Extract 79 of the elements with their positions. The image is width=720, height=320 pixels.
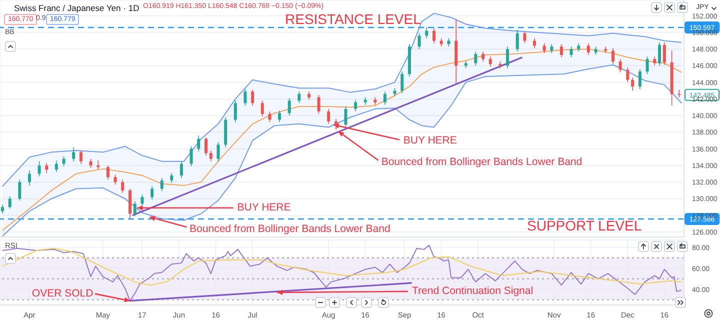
candlestick <box>128 188 132 220</box>
candlestick <box>62 156 66 167</box>
candlestick <box>72 146 76 162</box>
chart-title: Swiss Franc / Japanese Yen · 1D <box>14 3 140 13</box>
candlestick <box>96 160 100 170</box>
candlestick <box>658 42 662 66</box>
candlestick <box>611 48 614 64</box>
candlestick <box>150 186 154 200</box>
candlestick <box>140 194 144 207</box>
candlestick <box>298 91 301 104</box>
candlestick <box>18 179 22 201</box>
annotation: OVER SOLD <box>32 288 94 300</box>
annotation: BUY HERE <box>403 134 457 147</box>
annotation: Bounced from Bollinger Bands Lower Band <box>381 156 582 168</box>
ref-line-label: RESISTANCE LEVEL <box>285 11 422 28</box>
ref-line-label: SUPPORT LEVEL <box>527 218 642 234</box>
candlestick <box>133 200 136 217</box>
candlestick <box>28 170 31 186</box>
candlestick <box>278 110 282 123</box>
candlestick <box>121 179 124 194</box>
candlestick <box>560 44 563 58</box>
candlestick <box>533 38 536 49</box>
candlestick <box>1 204 4 214</box>
candlestick <box>209 150 212 162</box>
line-series <box>2 12 682 187</box>
candlestick <box>244 88 247 106</box>
candlestick <box>646 56 649 74</box>
candlestick <box>638 68 642 90</box>
candlestick <box>418 32 421 50</box>
candlestick <box>604 46 608 54</box>
candlestick <box>586 42 590 56</box>
candlestick <box>550 44 554 54</box>
candlestick <box>425 27 428 39</box>
candlestick <box>523 31 526 44</box>
candlestick <box>38 160 41 177</box>
candlestick <box>488 56 492 67</box>
candlestick <box>8 196 12 210</box>
annotation: BUY HERE <box>237 202 291 214</box>
candlestick <box>327 108 330 124</box>
candlestick <box>344 106 348 128</box>
candlestick <box>432 28 436 44</box>
candlestick <box>114 174 117 186</box>
annotation: Bounced from Bollinger Bands Lower Band <box>190 222 390 235</box>
line-series <box>2 244 682 302</box>
candlestick <box>180 160 183 178</box>
candlestick <box>482 51 485 62</box>
candlestick <box>631 76 634 92</box>
candlestick <box>542 42 546 54</box>
candlestick <box>170 172 174 184</box>
candlestick <box>79 150 82 164</box>
candlestick <box>516 30 519 52</box>
candlestick <box>190 146 193 167</box>
candlestick <box>317 94 320 114</box>
candlestick <box>197 135 200 152</box>
candlestick <box>54 160 58 173</box>
line-series <box>2 248 682 286</box>
candlestick <box>383 91 386 106</box>
candlestick <box>260 100 264 117</box>
candlestick <box>251 89 254 106</box>
candlestick <box>662 42 666 66</box>
candlestick <box>400 71 404 94</box>
candlestick <box>618 58 622 73</box>
candlestick <box>234 100 237 123</box>
candlestick <box>45 162 48 174</box>
candlestick <box>678 89 681 98</box>
candlestick <box>570 46 573 58</box>
candlestick <box>354 99 358 112</box>
candlestick <box>106 165 110 180</box>
candlestick <box>653 56 656 66</box>
candlestick <box>288 98 291 116</box>
candlestick <box>626 66 630 83</box>
candlestick <box>89 158 92 168</box>
candlestick <box>160 178 164 192</box>
candlestick <box>216 142 220 162</box>
annotation: Trend Continuation Signal <box>412 285 534 298</box>
candlestick <box>268 111 272 123</box>
candlestick <box>474 51 478 66</box>
candlestick <box>506 46 510 69</box>
candlestick <box>204 136 208 156</box>
